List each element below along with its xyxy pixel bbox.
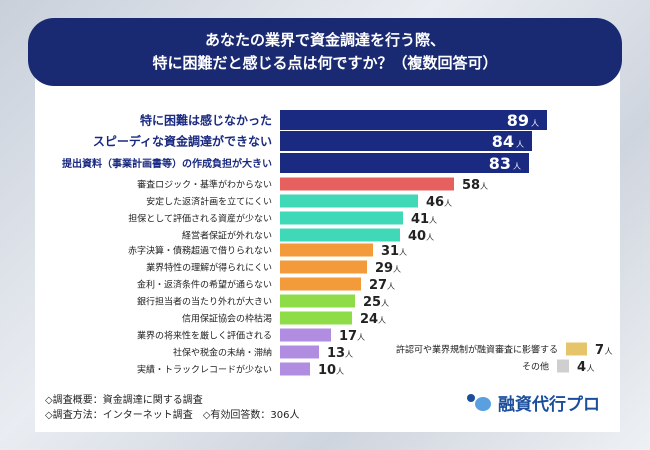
- bar: [280, 110, 547, 130]
- value-label: 7: [595, 343, 604, 358]
- chart-title: あなたの業界で資金調達を行う際、 特に困難だと感じる点は何ですか？（複数回答可）: [28, 18, 622, 86]
- unit-label: 人: [587, 364, 595, 373]
- value-label: 31: [381, 244, 399, 259]
- value-label: 27: [369, 278, 387, 293]
- category-label: 金利・返済条件の希望が通らない: [137, 278, 272, 290]
- category-label: 信用保証協会の枠枯渇: [182, 312, 272, 324]
- bar: [557, 359, 569, 373]
- unit-label: 人: [381, 299, 389, 308]
- category-label: 業界の将来性を厳しく評価される: [137, 329, 272, 341]
- value-label: 46: [426, 195, 444, 210]
- value-label: 4: [577, 360, 586, 375]
- category-label: 特に困難は感じなかった: [140, 113, 272, 128]
- category-label: 審査ロジック・基準がわからない: [137, 178, 272, 190]
- bar: [280, 277, 361, 291]
- value-label: 89: [507, 111, 529, 130]
- value-label: 10: [318, 363, 336, 378]
- bar: [280, 228, 400, 242]
- bar: [280, 177, 454, 191]
- bar: [280, 260, 367, 274]
- value-label: 41: [411, 212, 429, 227]
- category-label: 銀行担当者の当たり外れが大きい: [137, 295, 272, 307]
- unit-label: 人: [387, 282, 395, 291]
- bar: [280, 294, 355, 308]
- category-label: 業界特性の理解が得られにくい: [146, 261, 272, 273]
- category-label: 社保や税金の未納・滞納: [173, 346, 272, 358]
- category-label: その他: [522, 360, 549, 372]
- value-label: 58: [462, 178, 480, 193]
- category-label: 許認可や業界規制が融資審査に影響する: [396, 343, 558, 355]
- unit-label: 人: [399, 248, 407, 257]
- bar: [280, 362, 310, 376]
- logo-icon: [467, 393, 491, 411]
- unit-label: 人: [531, 119, 539, 128]
- value-label: 83: [489, 154, 511, 173]
- unit-label: 人: [426, 233, 434, 242]
- logo-text: 融資代行プロ: [498, 395, 600, 415]
- category-label: 赤字決算・債務超過で借りられない: [128, 244, 272, 256]
- bar: [280, 211, 403, 225]
- unit-label: 人: [336, 367, 344, 376]
- bar: [280, 345, 319, 359]
- title-line-1: あなたの業界で資金調達を行う際、: [204, 31, 445, 49]
- unit-label: 人: [393, 265, 401, 274]
- value-label: 25: [363, 295, 381, 310]
- unit-label: 人: [513, 162, 521, 171]
- bar: [280, 131, 532, 151]
- bar: [280, 328, 331, 342]
- unit-label: 人: [516, 140, 524, 149]
- logo: 融資代行プロ: [466, 390, 600, 415]
- category-label: 担保として評価される資産が少ない: [128, 212, 272, 224]
- value-label: 84: [492, 132, 514, 151]
- unit-label: 人: [444, 199, 452, 208]
- bar: [280, 311, 352, 325]
- unit-label: 人: [378, 316, 386, 325]
- value-label: 29: [375, 261, 393, 276]
- footer-method: ◇調査方法：インターネット調査 ◇有効回答数：306人: [45, 410, 300, 421]
- category-label: 提出資料（事業計画書等）の作成負担が大きい: [62, 157, 272, 170]
- category-label: 経営者保証が外れない: [182, 229, 272, 241]
- footer-summary: ◇調査概要：資金調達に関する調査: [45, 395, 203, 406]
- category-label: 実績・トラックレコードが少ない: [137, 363, 272, 375]
- value-label: 40: [408, 229, 426, 244]
- bar: [280, 243, 373, 257]
- bar: [280, 194, 418, 208]
- title-line-2: 特に困難だと感じる点は何ですか？（複数回答可）: [152, 54, 498, 72]
- bar: [280, 153, 529, 173]
- unit-label: 人: [345, 350, 353, 359]
- bar: [566, 342, 587, 356]
- unit-label: 人: [605, 347, 613, 356]
- value-label: 13: [327, 346, 345, 361]
- category-label: 安定した返済計画を立てにくい: [146, 195, 272, 207]
- value-label: 24: [360, 312, 378, 327]
- value-label: 17: [339, 329, 357, 344]
- unit-label: 人: [357, 333, 365, 342]
- unit-label: 人: [480, 182, 488, 191]
- unit-label: 人: [429, 216, 437, 225]
- category-label: スピーディな資金調達ができない: [93, 134, 272, 149]
